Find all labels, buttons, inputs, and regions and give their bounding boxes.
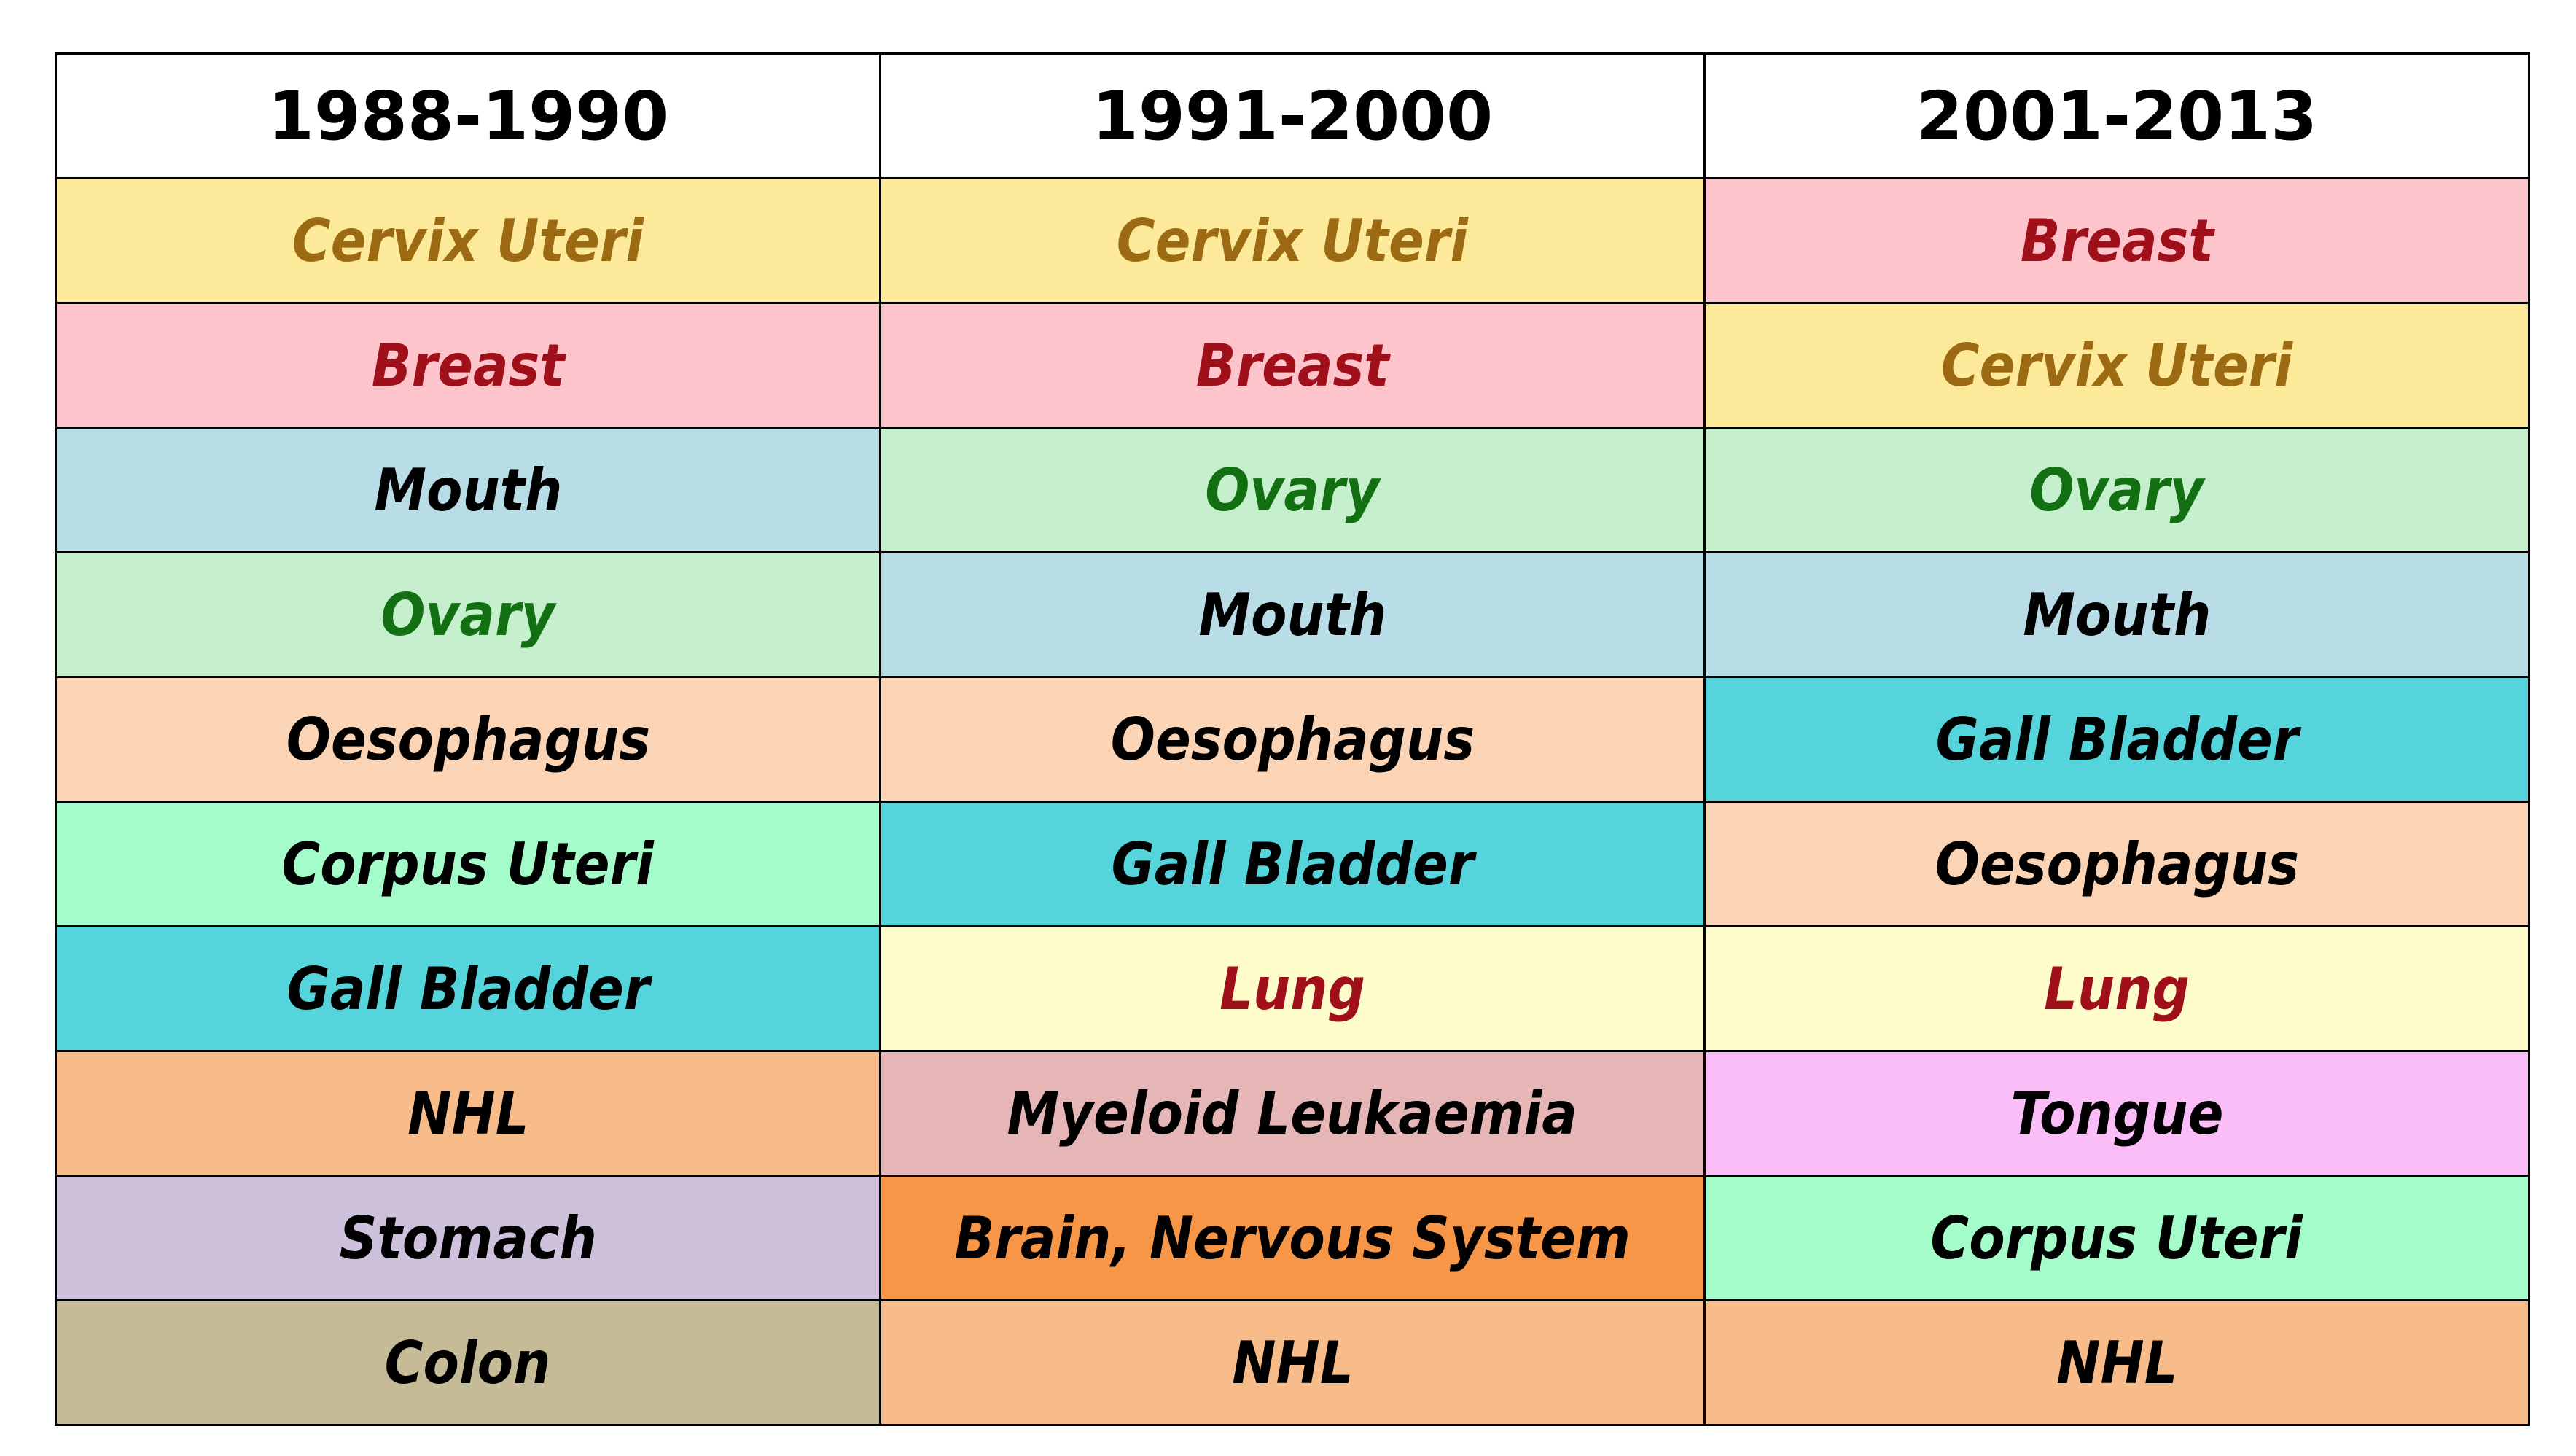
cancer-site-cell: Gall Bladder <box>1703 676 2530 803</box>
cancer-site-label: Corpus Uteri <box>281 830 655 898</box>
cancer-site-label: NHL <box>1231 1328 1354 1397</box>
cancer-site-cell: NHL <box>879 1299 1706 1426</box>
cancer-site-label: Stomach <box>339 1204 597 1272</box>
cancer-site-label: NHL <box>407 1079 529 1148</box>
cancer-site-cell: Breast <box>55 302 881 429</box>
column-header-1988-1990: 1988-1990 <box>55 52 881 179</box>
cancer-site-cell: NHL <box>1703 1299 2530 1426</box>
cancer-site-label: Corpus Uteri <box>1930 1204 2303 1272</box>
table-header: 1988-1990 1991-2000 2001-2013 <box>55 52 2530 179</box>
table-body: Cervix Uteri Cervix Uteri Breast Breast Brea… <box>55 177 2530 1426</box>
cancer-site-label: Cervix Uteri <box>292 206 644 275</box>
cancer-site-cell: Oesophagus <box>1703 801 2530 927</box>
column-header-1991-2000: 1991-2000 <box>879 52 1706 179</box>
cancer-site-label: Lung <box>2044 954 2190 1023</box>
cancer-site-label: Mouth <box>1198 580 1387 649</box>
cancer-site-label: Gall Bladder <box>1111 830 1474 898</box>
cancer-site-cell: Lung <box>879 925 1706 1052</box>
cancer-site-cell: Gall Bladder <box>55 925 881 1052</box>
cancer-site-label: Oesophagus <box>1935 830 2299 898</box>
table-row: Colon NHL NHL <box>55 1299 2530 1426</box>
cancer-site-label: Oesophagus <box>286 705 650 774</box>
cancer-site-cell: Corpus Uteri <box>1703 1175 2530 1301</box>
cancer-site-cell: Colon <box>55 1299 881 1426</box>
cancer-site-cell: Cervix Uteri <box>1703 302 2530 429</box>
cancer-site-label: Mouth <box>373 456 563 524</box>
column-header-2001-2013: 2001-2013 <box>1703 52 2530 179</box>
cancer-site-cell: Mouth <box>879 551 1706 678</box>
cancer-site-cell: Brain, Nervous System <box>879 1175 1706 1301</box>
cancer-site-label: Breast <box>371 331 565 400</box>
cancer-site-label: Ovary <box>380 580 555 649</box>
cancer-site-label: Brain, Nervous System <box>954 1204 1631 1272</box>
cancer-site-label: Lung <box>1219 954 1365 1023</box>
cancer-site-cell: Myeloid Leukaemia <box>879 1050 1706 1177</box>
cancer-site-cell: Breast <box>1703 177 2530 304</box>
cancer-site-label: Oesophagus <box>1110 705 1475 774</box>
cancer-site-label: Myeloid Leukaemia <box>1007 1079 1578 1148</box>
cancer-site-cell: Stomach <box>55 1175 881 1301</box>
cancer-site-cell: Corpus Uteri <box>55 801 881 927</box>
cancer-site-cell: Cervix Uteri <box>879 177 1706 304</box>
cancer-site-cell: Ovary <box>55 551 881 678</box>
cancer-site-label: NHL <box>2056 1328 2178 1397</box>
cancer-site-label: Breast <box>1195 331 1389 400</box>
cancer-site-label: Ovary <box>2029 456 2204 524</box>
cancer-site-cell: Ovary <box>879 427 1706 553</box>
cancer-site-label: Gall Bladder <box>1935 705 2298 774</box>
cancer-site-label: Tongue <box>2010 1079 2224 1148</box>
cancer-site-cell: Oesophagus <box>55 676 881 803</box>
table-row: Corpus Uteri Gall Bladder Oesophagus <box>55 801 2530 927</box>
cancer-site-label: Cervix Uteri <box>1116 206 1469 275</box>
table-row: Breast Breast Cervix Uteri <box>55 302 2530 429</box>
cancer-site-label: Cervix Uteri <box>1940 331 2293 400</box>
cancer-site-cell: NHL <box>55 1050 881 1177</box>
table-row: Stomach Brain, Nervous System Corpus Uteri <box>55 1175 2530 1301</box>
cancer-site-label: Mouth <box>2022 580 2212 649</box>
cancer-site-cell: Gall Bladder <box>879 801 1706 927</box>
table-row: Mouth Ovary Ovary <box>55 427 2530 553</box>
cancer-site-cell: Tongue <box>1703 1050 2530 1177</box>
cancer-ranking-table: 1988-1990 1991-2000 2001-2013 Cervix Ute… <box>55 52 2530 1426</box>
table-row: Oesophagus Oesophagus Gall Bladder <box>55 676 2530 803</box>
cancer-site-cell: Lung <box>1703 925 2530 1052</box>
cancer-site-cell: Mouth <box>1703 551 2530 678</box>
cancer-site-label: Colon <box>385 1328 551 1397</box>
table-row: Gall Bladder Lung Lung <box>55 925 2530 1052</box>
cancer-site-cell: Ovary <box>1703 427 2530 553</box>
cancer-site-label: Ovary <box>1205 456 1380 524</box>
header-row: 1988-1990 1991-2000 2001-2013 <box>55 52 2530 179</box>
table-row: Ovary Mouth Mouth <box>55 551 2530 678</box>
table-row: NHL Myeloid Leukaemia Tongue <box>55 1050 2530 1177</box>
cancer-site-label: Breast <box>2020 206 2214 275</box>
cancer-site-label: Gall Bladder <box>286 954 649 1023</box>
table-row: Cervix Uteri Cervix Uteri Breast <box>55 177 2530 304</box>
cancer-site-cell: Mouth <box>55 427 881 553</box>
cancer-site-cell: Cervix Uteri <box>55 177 881 304</box>
cancer-site-cell: Oesophagus <box>879 676 1706 803</box>
cancer-site-cell: Breast <box>879 302 1706 429</box>
